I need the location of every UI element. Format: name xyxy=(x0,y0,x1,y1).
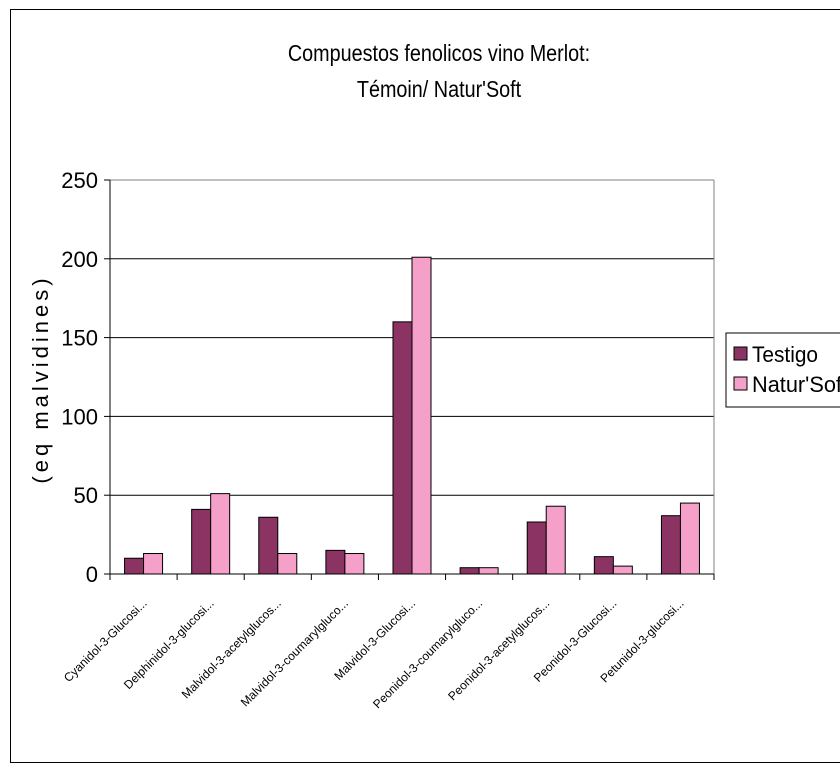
bar-natursoft xyxy=(277,553,298,575)
bar-natursoft xyxy=(478,567,499,575)
bar-testigo xyxy=(191,508,212,575)
x-tick-label: Malvidol-3-coumarylgluco... xyxy=(238,596,351,709)
chart-title-line1: Compuestos fenolicos vino Merlot: xyxy=(287,40,591,66)
legend-label-testigo: Testigo xyxy=(752,342,818,367)
y-tick-label: 200 xyxy=(61,247,98,272)
bar-testigo xyxy=(526,521,547,575)
chart-title-line2: Témoin/ Natur'Soft xyxy=(356,76,522,102)
bar-natursoft xyxy=(411,256,432,575)
bar-natursoft xyxy=(344,553,365,575)
y-tick-label: 100 xyxy=(61,404,98,429)
bar-natursoft xyxy=(210,493,231,575)
bar-testigo xyxy=(325,549,346,575)
y-axis-label: (eq malvidines) xyxy=(28,274,53,483)
legend-swatch-natursoft xyxy=(733,376,748,391)
bar-testigo xyxy=(593,556,614,575)
y-tick-label: 0 xyxy=(86,562,98,587)
y-tick-label: 50 xyxy=(74,483,98,508)
bar-testigo xyxy=(660,515,681,575)
bar-natursoft xyxy=(612,565,633,575)
y-tick-label: 150 xyxy=(61,326,98,351)
y-tick-label: 250 xyxy=(61,168,98,193)
x-tick-label: Peonidol-3-coumarylgluco... xyxy=(370,596,485,711)
bar-testigo xyxy=(392,321,413,575)
legend-label-natursoft: Natur'Soft xyxy=(752,372,840,397)
bar-natursoft xyxy=(143,553,164,575)
bar-natursoft xyxy=(679,502,700,575)
bar-testigo xyxy=(459,567,480,575)
legend-box xyxy=(725,332,840,408)
bar-testigo xyxy=(258,516,279,575)
legend-swatch-testigo xyxy=(733,346,748,361)
bar-natursoft xyxy=(545,505,566,575)
bar-testigo xyxy=(124,557,145,575)
